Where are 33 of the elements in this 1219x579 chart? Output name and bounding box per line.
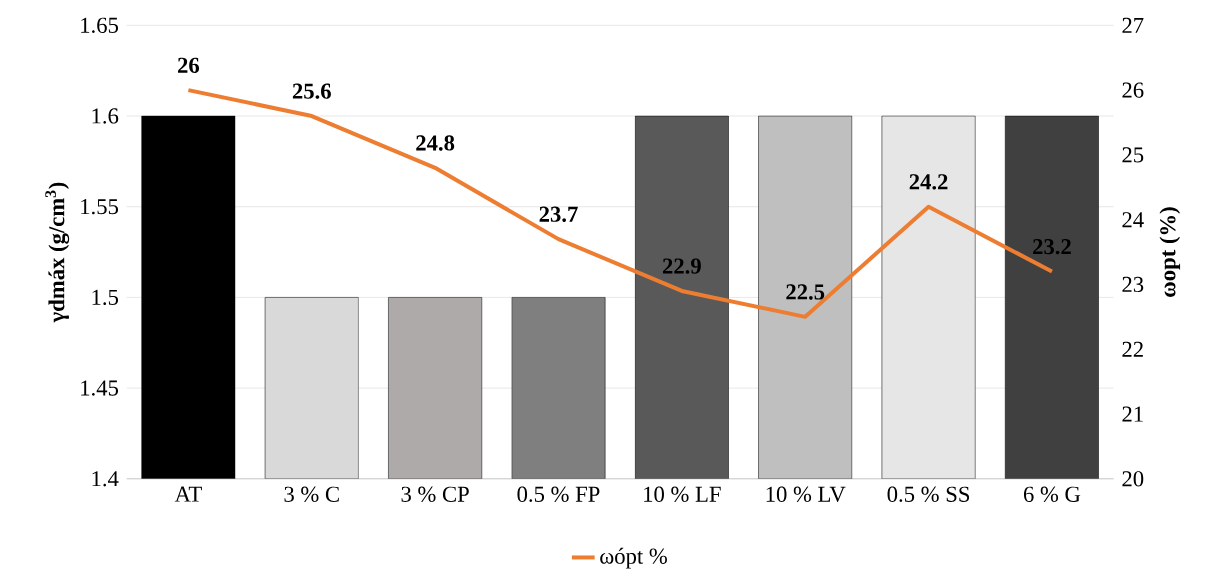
y-tick-label: 1.55 — [81, 199, 119, 215]
y2-tick-label: 23 — [1122, 276, 1144, 293]
y2-axis-title: ωopt (%) — [1159, 207, 1181, 297]
x-tick-label: 0.5 % FP — [517, 486, 600, 503]
x-tick-label: 3 % CP — [401, 486, 469, 503]
y-tick-label: 1.5 — [92, 289, 119, 306]
y2-tick-label: 25 — [1122, 147, 1144, 163]
legend-label: ωópt % — [600, 547, 667, 569]
y2-tick-label: 24 — [1122, 212, 1144, 228]
x-tick-label: 0.5 % SS — [887, 486, 970, 503]
data-label: 24.2 — [909, 174, 948, 190]
y-tick-label: 1.4 — [92, 471, 119, 487]
x-tick-label: 3 % C — [284, 486, 339, 503]
data-label: 25.6 — [292, 83, 331, 99]
x-tick-label: AT — [174, 486, 202, 502]
data-label: 24.8 — [416, 135, 455, 151]
data-label: 26 — [178, 57, 200, 74]
y-tick-label: 1.45 — [81, 380, 119, 396]
y-tick-label: 1.6 — [92, 108, 119, 124]
data-label: 22.5 — [786, 284, 825, 300]
y-tick-label: 1.65 — [81, 17, 119, 34]
y2-tick-label: 20 — [1122, 471, 1144, 487]
data-label: 22.9 — [662, 258, 701, 274]
y2-tick-label: 22 — [1122, 341, 1143, 357]
y-axis-title: γdmáx (g/cm$^{3}$) — [45, 182, 70, 323]
y2-tick-label: 21 — [1122, 406, 1143, 422]
x-tick-label: 10 % LV — [766, 486, 846, 503]
y2-tick-label: 26 — [1122, 82, 1144, 98]
x-tick-label: 6 % G — [1023, 486, 1081, 503]
data-label: 23.2 — [1033, 239, 1071, 255]
y2-tick-label: 27 — [1122, 17, 1144, 33]
x-tick-label: 10 % LF — [644, 486, 721, 503]
data-label: 23.7 — [539, 206, 578, 223]
